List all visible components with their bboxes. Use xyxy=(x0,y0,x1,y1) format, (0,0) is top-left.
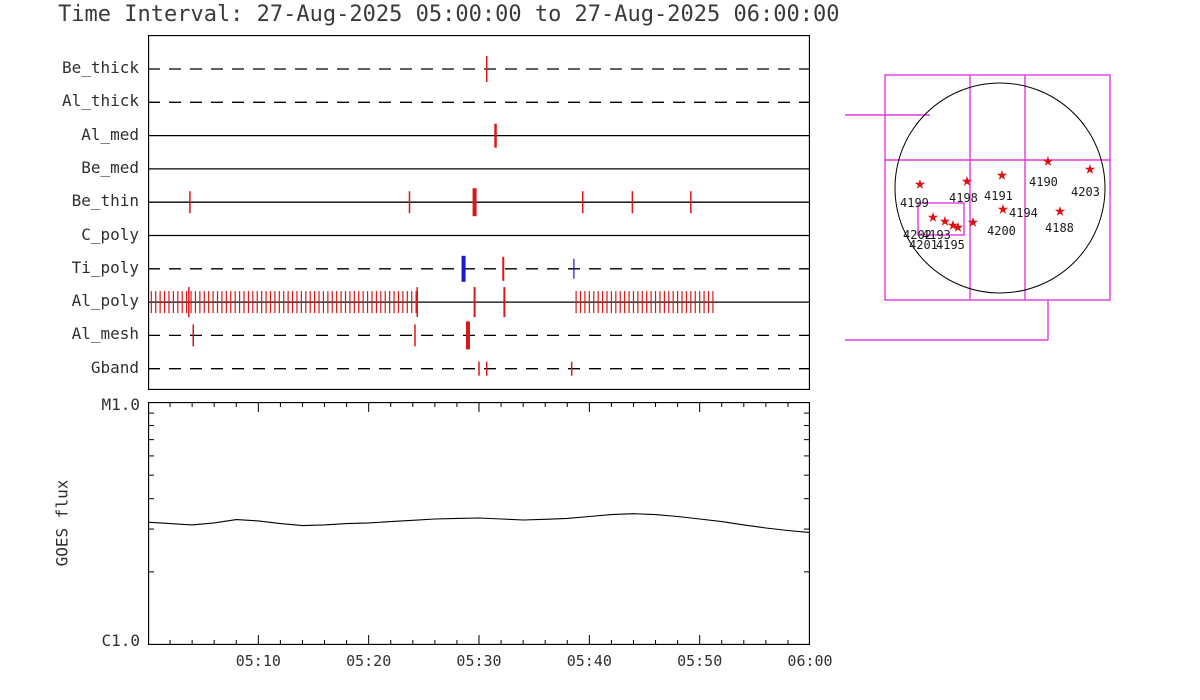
active-region-label: 4202 xyxy=(903,228,932,242)
active-region-label: 4200 xyxy=(987,224,1016,238)
filter-label-Al_med: Al_med xyxy=(81,124,139,144)
active-region-label: 4191 xyxy=(984,189,1013,203)
active-region-label: 4188 xyxy=(1045,221,1074,235)
active-region-label: 4195 xyxy=(936,238,965,252)
filter-label-Al_poly: Al_poly xyxy=(71,291,139,311)
timeline-border xyxy=(148,35,810,390)
active-region-star: ★ xyxy=(967,210,978,232)
filter-label-Ti_poly: Ti_poly xyxy=(71,257,139,277)
goes-border xyxy=(148,402,810,645)
active-region-label: 4194 xyxy=(1009,206,1038,220)
active-region-label: 4201 xyxy=(909,238,938,252)
time-tick-label: 06:00 xyxy=(787,652,833,670)
filter-label-C_poly: C_poly xyxy=(81,224,139,244)
active-region-star: ★ xyxy=(1042,149,1053,171)
filter-label-Be_thin: Be_thin xyxy=(71,191,139,211)
time-tick-label: 05:10 xyxy=(235,652,281,670)
filter-row-labels: Be_thick Al_thick Al_med Be_med Be_thin C_pol… xyxy=(0,35,141,390)
filter-label-Be_med: Be_med xyxy=(81,157,139,177)
fov-box xyxy=(917,202,965,236)
time-tick-label: 05:50 xyxy=(677,652,723,670)
time-tick-label: 05:20 xyxy=(346,652,392,670)
page-title: Time Interval: 27-Aug-2025 05:00:00 to 2… xyxy=(58,2,840,27)
active-region-star: ★ xyxy=(939,209,950,231)
active-region-star: ★ xyxy=(947,213,958,235)
goes-flux-chart xyxy=(148,402,810,645)
active-region-label: 4190 xyxy=(1029,175,1058,189)
active-region-star: ★ xyxy=(927,205,938,227)
time-tick-label: 05:40 xyxy=(566,652,612,670)
active-region-star: ★ xyxy=(952,215,963,237)
filter-timeline-chart xyxy=(148,35,810,390)
time-tick-label: 05:30 xyxy=(456,652,502,670)
active-region-label: 4193 xyxy=(922,228,951,242)
active-region-star: ★ xyxy=(1054,199,1065,221)
active-region-label: 4198 xyxy=(949,191,978,205)
solar-limb-circle xyxy=(894,82,1106,294)
active-region-label: 4203 xyxy=(1071,185,1100,199)
solar-disk-map: ★4199★4198★4191★4190★4203★ 4194 ★4188★ 4200… xyxy=(845,74,1111,341)
active-region-star: ★ xyxy=(997,197,1008,219)
filter-label-Gband: Gband xyxy=(90,357,139,377)
goes-y-max-label: M1.0 xyxy=(101,395,140,414)
active-region-star: ★ xyxy=(961,169,972,191)
filter-label-Al_mesh: Al_mesh xyxy=(71,324,139,344)
filter-label-Al_thick: Al_thick xyxy=(61,91,139,111)
active-region-label: 4199 xyxy=(900,196,929,210)
active-region-star: ★ xyxy=(1084,157,1095,179)
active-region-star: ★ xyxy=(996,163,1007,185)
goes-y-min-label: C1.0 xyxy=(101,631,140,650)
filter-label-Be_thick: Be_thick xyxy=(61,58,139,77)
goes-flux-line xyxy=(148,513,810,534)
fov-box xyxy=(884,74,1111,301)
goes-axis-title: GOES flux xyxy=(52,479,72,567)
active-region-star: ★ xyxy=(914,172,925,194)
